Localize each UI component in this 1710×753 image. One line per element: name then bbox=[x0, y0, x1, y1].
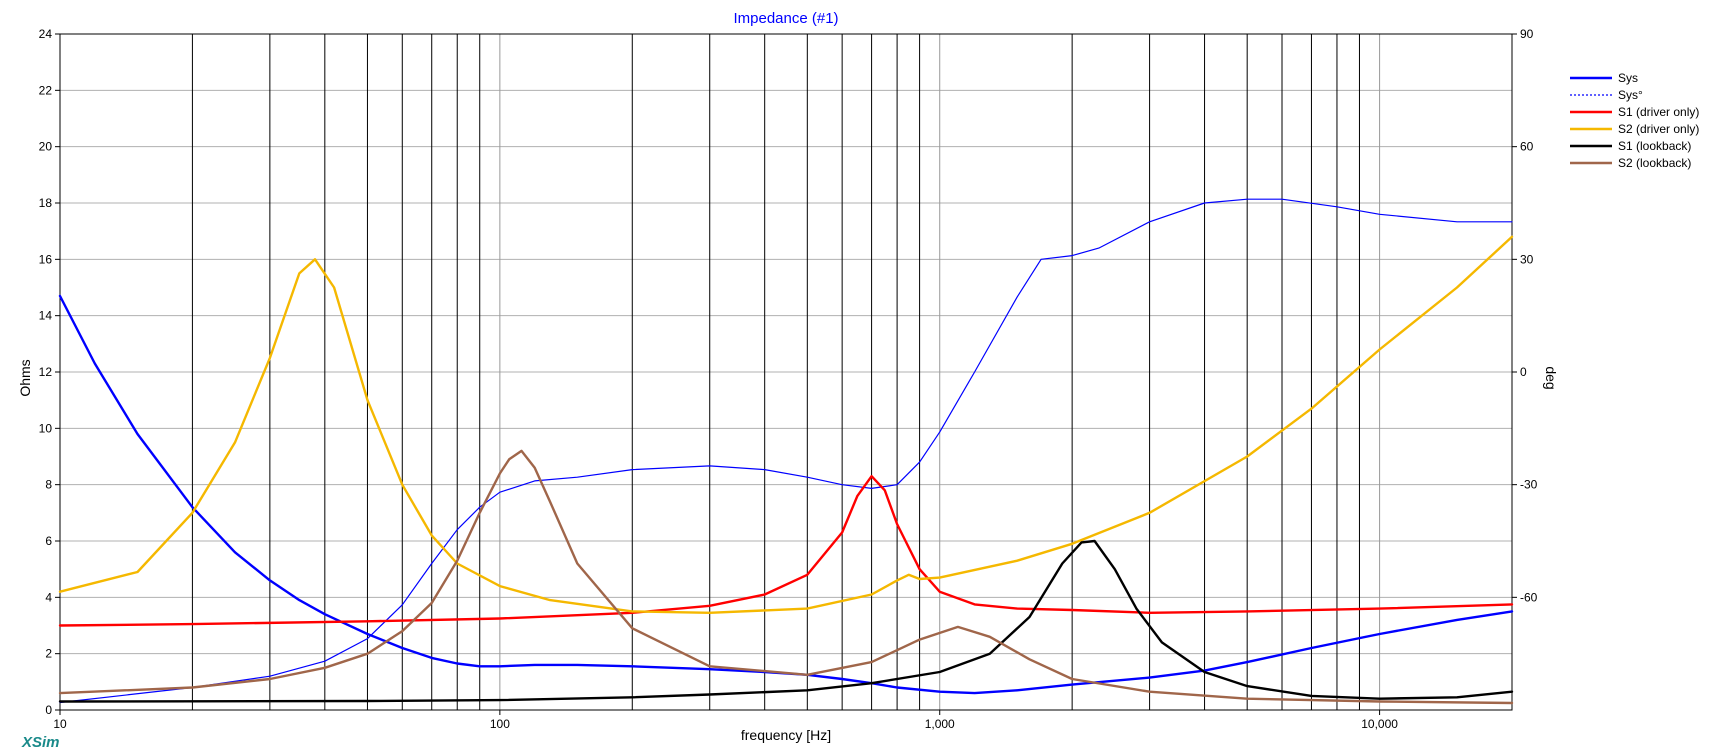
legend-label-s2-driver-only: S2 (driver only) bbox=[1618, 122, 1699, 136]
legend-label-s1-driver-only: S1 (driver only) bbox=[1618, 105, 1699, 119]
xsim-logo: XSim bbox=[22, 734, 60, 751]
y-tick-label: 4 bbox=[45, 590, 52, 604]
legend: Sys Sys° S1 (driver only) S2 (driver only) S… bbox=[1570, 71, 1699, 170]
series-line-sys bbox=[59, 198, 1513, 704]
y-axis-label: Ohms bbox=[17, 359, 33, 396]
legend-label-sys: Sys° bbox=[1618, 88, 1643, 102]
y-tick-label: 24 bbox=[39, 27, 53, 41]
series-line-s1-driver-only bbox=[58, 475, 1514, 627]
x-tick-label: 1,000 bbox=[925, 717, 955, 731]
series-lines bbox=[58, 198, 1514, 705]
y2-axis-label: deg bbox=[1543, 366, 1559, 389]
y-tick-label: 12 bbox=[39, 365, 53, 379]
y-tick-label: 0 bbox=[45, 703, 52, 717]
series-line-s2-driver-only bbox=[58, 235, 1514, 614]
chart-title: Impedance (#1) bbox=[733, 10, 838, 27]
y-tick-label: 16 bbox=[39, 252, 53, 266]
legend-label-sys: Sys bbox=[1618, 71, 1638, 85]
series-line-s2-lookback bbox=[58, 449, 1514, 705]
y2-tick-label: -30 bbox=[1520, 478, 1538, 492]
y2-tick-label: 0 bbox=[1520, 365, 1527, 379]
y-tick-label: 2 bbox=[45, 647, 52, 661]
y-tick-label: 22 bbox=[39, 83, 53, 97]
x-tick-label: 10 bbox=[53, 717, 67, 731]
y2-tick-label: 60 bbox=[1520, 140, 1534, 154]
series-line-s1-lookback bbox=[58, 539, 1514, 703]
y-tick-label: 14 bbox=[39, 309, 53, 323]
x-tick-label: 100 bbox=[490, 717, 510, 731]
y2-tick-label: 30 bbox=[1520, 252, 1534, 266]
series-line-sys bbox=[58, 294, 1514, 695]
y-tick-label: 20 bbox=[39, 140, 53, 154]
y2-tick-label: -60 bbox=[1520, 590, 1538, 604]
y-tick-label: 8 bbox=[45, 478, 52, 492]
y-tick-label: 18 bbox=[39, 196, 53, 210]
x-tick-label: 10,000 bbox=[1361, 717, 1398, 731]
y2-tick-label: 90 bbox=[1520, 27, 1534, 41]
legend-label-s2-lookback: S2 (lookback) bbox=[1618, 156, 1691, 170]
y-tick-label: 10 bbox=[39, 421, 53, 435]
legend-label-s1-lookback: S1 (lookback) bbox=[1618, 139, 1691, 153]
x-axis-label: frequency [Hz] bbox=[741, 727, 831, 743]
y-tick-label: 6 bbox=[45, 534, 52, 548]
